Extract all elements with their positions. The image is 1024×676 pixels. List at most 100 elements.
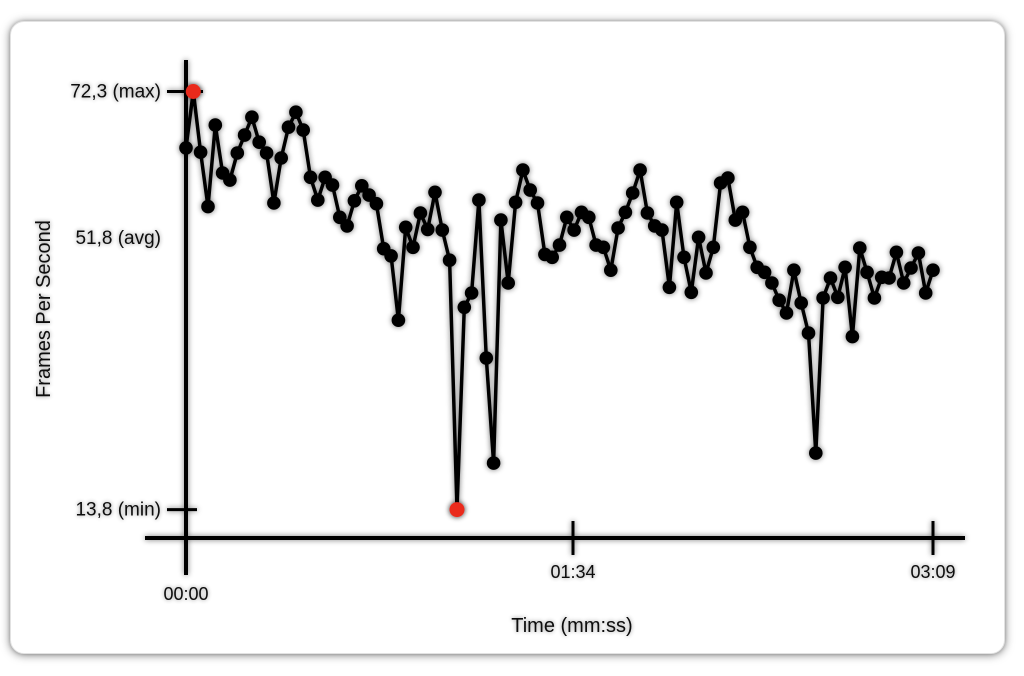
data-point: [193, 145, 208, 159]
data-point: [757, 265, 772, 280]
data-point: [391, 313, 406, 328]
data-point: [289, 105, 303, 119]
data-point: [384, 249, 398, 263]
data-point: [787, 263, 801, 278]
data-point: [435, 223, 450, 237]
data-point: [201, 199, 215, 214]
data-point: [816, 291, 830, 305]
data-point: [325, 178, 340, 192]
data-point: [296, 123, 311, 137]
data-point: [494, 213, 508, 227]
data-point: [245, 110, 259, 124]
data-point: [838, 260, 852, 275]
x-tick-mid-label: 01:34: [550, 562, 595, 582]
data-point: [179, 141, 193, 155]
data-point: [457, 300, 472, 315]
data-point: [596, 240, 611, 255]
data-point: [867, 291, 882, 305]
data-point: [860, 265, 874, 280]
data-point: [853, 241, 867, 255]
data-point: [633, 163, 647, 177]
data-point: [274, 151, 289, 165]
data-point: [684, 285, 699, 300]
data-point: [662, 280, 677, 295]
chart-labels-group: 72,3 (max) 51,8 (avg) 13,8 (min) 00:00 0…: [33, 81, 956, 637]
data-point: [611, 221, 625, 235]
data-point: [340, 219, 354, 233]
data-point: [479, 351, 494, 365]
axes-group: [145, 60, 965, 575]
data-point: [398, 220, 413, 235]
data-point: [472, 193, 486, 207]
data-point: [347, 194, 362, 208]
data-point: [640, 206, 655, 220]
fps-dots-group: [179, 84, 940, 517]
y-avg-label: 51,8 (avg): [75, 228, 161, 249]
data-point: [625, 186, 640, 200]
data-point: [523, 183, 537, 197]
data-point: [845, 329, 860, 344]
data-point: [545, 250, 559, 265]
data-point: [259, 146, 274, 160]
data-point: [428, 185, 442, 200]
data-point: [779, 306, 794, 320]
min-point: [449, 502, 465, 518]
data-point: [516, 163, 530, 177]
data-point: [889, 245, 904, 260]
data-point: [669, 195, 684, 210]
data-point: [831, 290, 845, 305]
highlight-points-group: [185, 84, 465, 518]
data-point: [721, 171, 735, 185]
data-point: [223, 173, 237, 187]
y-min-label: 13,8 (min): [75, 500, 161, 521]
data-point: [530, 196, 545, 210]
data-point: [735, 205, 750, 220]
data-point: [281, 120, 296, 134]
data-point: [355, 179, 369, 193]
data-point: [208, 118, 223, 132]
data-point: [508, 195, 523, 210]
data-point: [369, 196, 384, 211]
x-axis-title: Time (mm:ss): [511, 615, 632, 637]
data-point: [706, 240, 721, 255]
chart-card: [10, 21, 1005, 654]
data-point: [677, 250, 691, 265]
data-point: [237, 128, 252, 142]
data-point: [501, 276, 515, 290]
data-point: [303, 170, 318, 185]
data-point: [765, 276, 779, 290]
y-max-label: 72,3 (max): [70, 81, 161, 102]
data-point: [311, 193, 325, 207]
data-point: [809, 446, 823, 460]
data-point: [918, 286, 933, 300]
data-point: [252, 135, 266, 149]
data-point: [604, 263, 618, 278]
data-point: [823, 271, 838, 285]
data-point: [267, 196, 281, 210]
data-point: [743, 240, 757, 255]
data-point: [464, 286, 479, 300]
data-point: [582, 210, 596, 225]
data-point: [926, 263, 940, 278]
data-point: [560, 210, 574, 225]
data-point: [420, 222, 435, 237]
x-tick-start-label: 00:00: [163, 584, 208, 604]
max-point: [185, 84, 201, 99]
data-point: [801, 326, 816, 340]
data-point: [413, 206, 428, 220]
data-point: [552, 238, 567, 252]
data-point: [230, 146, 245, 160]
fps-series-group: [179, 84, 940, 517]
x-tick-end-label: 03:09: [910, 562, 955, 582]
data-point: [442, 253, 457, 267]
data-point: [655, 223, 669, 237]
y-axis-title: Frames Per Second: [33, 220, 55, 398]
data-point: [904, 261, 918, 275]
data-point: [882, 271, 896, 285]
data-point: [567, 223, 581, 237]
data-point: [794, 296, 808, 310]
data-point: [896, 276, 911, 290]
data-point: [772, 293, 786, 308]
